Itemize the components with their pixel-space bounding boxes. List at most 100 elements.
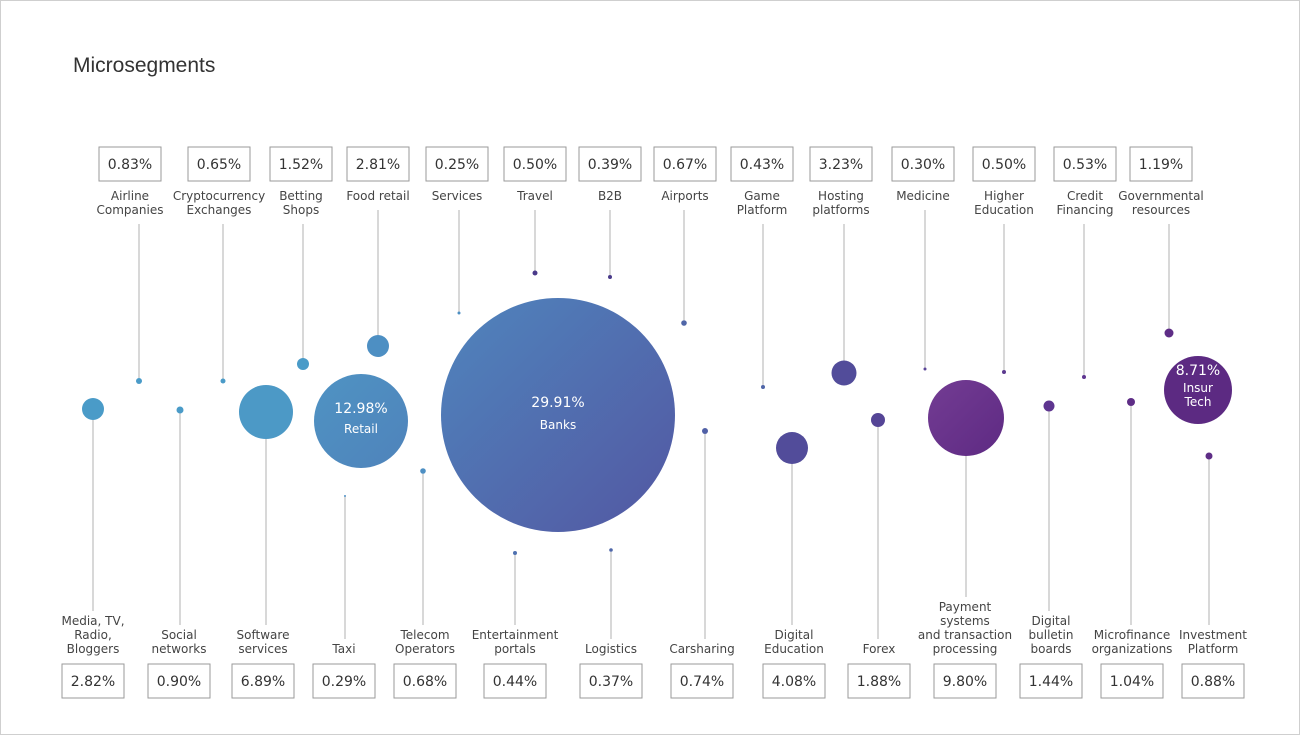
value-box-airports	[653, 146, 717, 182]
value-label-b2b: 0.39%	[588, 157, 632, 173]
value-box-airline-companies	[98, 146, 162, 182]
segment-label-entertainment-portals: Entertainment portals	[472, 628, 559, 656]
segment-label-travel: Travel	[516, 189, 553, 203]
value-label-media-tv-radio-bloggers: 2.82%	[71, 674, 115, 690]
bubble-airports	[681, 320, 687, 326]
value-label-retail: 12.98%	[334, 401, 387, 417]
bubble-hosting-platforms	[831, 360, 857, 386]
value-box-higher-education	[972, 146, 1036, 182]
segment-label-forex: Forex	[863, 642, 896, 656]
segment-label-higher-education: Higher Education	[974, 189, 1034, 217]
bubble-game-platform	[761, 385, 765, 389]
value-label-social-networks: 0.90%	[157, 674, 201, 690]
value-label-digital-education: 4.08%	[772, 674, 816, 690]
value-box-carsharing	[670, 663, 734, 699]
segment-label-social-networks: Social networks	[152, 628, 207, 656]
bubble-software-services	[239, 385, 293, 439]
value-label-medicine: 0.30%	[901, 157, 945, 173]
segment-label-credit-financing: Credit Financing	[1056, 189, 1113, 217]
bubble-digital-education	[776, 432, 808, 464]
value-box-entertainment-portals	[483, 663, 547, 699]
value-label-hosting-platforms: 3.23%	[819, 157, 863, 173]
bubble-services	[457, 311, 461, 315]
value-box-forex	[847, 663, 911, 699]
value-label-airline-companies: 0.83%	[108, 157, 152, 173]
bubble-payment-systems-and-transaction-processing	[928, 380, 1004, 456]
bubble-media-tv-radio-bloggers	[82, 398, 104, 420]
value-label-banks: 29.91%	[531, 395, 584, 411]
bubble-forex	[871, 413, 885, 427]
value-box-telecom-operators	[393, 663, 457, 699]
value-box-media-tv-radio-bloggers	[61, 663, 125, 699]
segment-label-digital-education: Digital Education	[764, 628, 824, 656]
segment-label-cryptocurrency-exchanges: Cryptocurrency Exchanges	[173, 189, 265, 217]
segment-label-game-platform: Game Platform	[737, 189, 788, 217]
value-box-social-networks	[147, 663, 211, 699]
bubble-medicine	[923, 367, 927, 371]
bubble-governmental-resources	[1164, 328, 1174, 338]
value-label-logistics: 0.37%	[589, 674, 633, 690]
bubble-retail	[314, 374, 408, 468]
value-box-travel	[503, 146, 567, 182]
bubble-investment-platform	[1205, 452, 1213, 460]
bubble-telecom-operators	[420, 468, 426, 474]
segment-label-software-services: Software services	[237, 628, 290, 656]
value-label-game-platform: 0.43%	[740, 157, 784, 173]
value-label-cryptocurrency-exchanges: 0.65%	[197, 157, 241, 173]
bubble-entertainment-portals	[513, 551, 517, 555]
segment-label-retail: Retail	[344, 422, 378, 436]
value-label-software-services: 6.89%	[241, 674, 285, 690]
value-label-taxi: 0.29%	[322, 674, 366, 690]
segment-label-investment-platform: Investment Platform	[1179, 628, 1247, 656]
value-box-governmental-resources	[1129, 146, 1193, 182]
value-box-betting-shops	[269, 146, 333, 182]
value-label-airports: 0.67%	[663, 157, 707, 173]
bubble-banks	[441, 298, 675, 532]
value-label-betting-shops: 1.52%	[279, 157, 323, 173]
bubble-credit-financing	[1082, 375, 1086, 379]
segment-label-betting-shops: Betting Shops	[279, 189, 323, 217]
value-label-travel: 0.50%	[513, 157, 557, 173]
value-box-food-retail	[346, 146, 410, 182]
segment-label-hosting-platforms: Hosting platforms	[812, 189, 869, 217]
value-label-services: 0.25%	[435, 157, 479, 173]
value-box-hosting-platforms	[809, 146, 873, 182]
bubble-insur-tech	[1164, 356, 1232, 424]
segment-label-telecom-operators: Telecom Operators	[395, 628, 455, 656]
value-box-software-services	[231, 663, 295, 699]
segment-label-taxi: Taxi	[331, 642, 355, 656]
bubble-carsharing	[702, 428, 708, 434]
value-label-food-retail: 2.81%	[356, 157, 400, 173]
value-box-digital-bulletin-boards	[1019, 663, 1083, 699]
segment-label-carsharing: Carsharing	[669, 642, 734, 656]
value-label-entertainment-portals: 0.44%	[493, 674, 537, 690]
value-box-microfinance-organizations	[1100, 663, 1164, 699]
bubble-betting-shops	[297, 358, 309, 370]
value-box-taxi	[312, 663, 376, 699]
value-label-credit-financing: 0.53%	[1063, 157, 1107, 173]
value-box-investment-platform	[1181, 663, 1245, 699]
bubble-higher-education	[1002, 370, 1006, 374]
value-label-governmental-resources: 1.19%	[1139, 157, 1183, 173]
segment-label-logistics: Logistics	[585, 642, 637, 656]
value-box-digital-education	[762, 663, 826, 699]
value-label-carsharing: 0.74%	[680, 674, 724, 690]
value-box-b2b	[578, 146, 642, 182]
segment-label-banks: Banks	[540, 418, 576, 432]
bubble-travel	[532, 270, 538, 276]
value-box-logistics	[579, 663, 643, 699]
bubble-logistics	[609, 548, 613, 552]
value-label-investment-platform: 0.88%	[1191, 674, 1235, 690]
segment-label-food-retail: Food retail	[346, 189, 409, 203]
value-box-game-platform	[730, 146, 794, 182]
segment-label-airports: Airports	[661, 189, 708, 203]
value-label-forex: 1.88%	[857, 674, 901, 690]
segment-label-insur-tech: Insur Tech	[1183, 381, 1213, 409]
bubble-cryptocurrency-exchanges	[220, 378, 226, 384]
segment-label-services: Services	[432, 189, 483, 203]
value-label-higher-education: 0.50%	[982, 157, 1026, 173]
value-box-credit-financing	[1053, 146, 1117, 182]
value-box-medicine	[891, 146, 955, 182]
bubble-digital-bulletin-boards	[1043, 400, 1055, 412]
